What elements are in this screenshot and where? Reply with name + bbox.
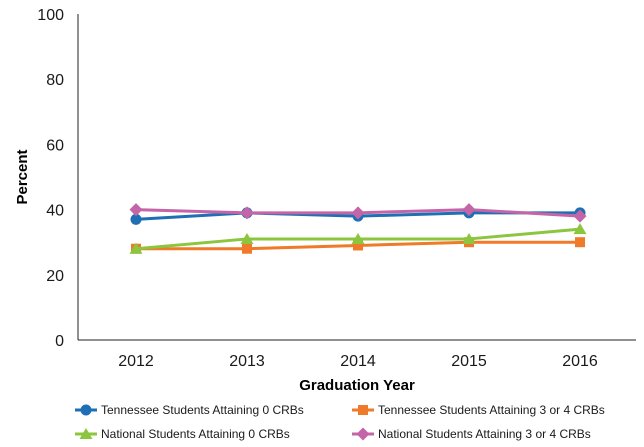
legend-item: National Students Attaining 3 or 4 CRBs — [352, 427, 591, 441]
axes — [77, 14, 636, 341]
legend: Tennessee Students Attaining 0 CRBs Tenne… — [75, 403, 605, 441]
y-axis-title: Percent — [14, 149, 31, 204]
legend-label: National Students Attaining 3 or 4 CRBs — [378, 427, 591, 441]
data-point — [130, 213, 142, 225]
legend-label: National Students Attaining 0 CRBs — [101, 427, 290, 441]
data-point — [575, 237, 585, 248]
data-point — [242, 243, 252, 254]
series-layer — [129, 203, 587, 254]
legend-marker — [79, 428, 93, 439]
legend-label: Tennessee Students Attaining 0 CRBs — [101, 403, 304, 417]
data-point — [240, 206, 254, 220]
data-point — [129, 242, 143, 254]
y-tick-labels: 0 20 40 60 80 100 — [37, 7, 64, 350]
x-tick-label: 2014 — [340, 353, 376, 370]
y-tick-label: 100 — [37, 7, 64, 24]
x-tick-label: 2015 — [451, 353, 487, 370]
legend-marker — [358, 405, 368, 415]
legend-item: Tennessee Students Attaining 0 CRBs — [75, 403, 304, 417]
y-tick-label: 0 — [55, 333, 64, 350]
legend-marker — [80, 404, 92, 416]
legend-label: Tennessee Students Attaining 3 or 4 CRBs — [378, 403, 605, 417]
data-point — [353, 240, 363, 251]
y-tick-label: 60 — [46, 137, 64, 154]
y-tick-label: 40 — [46, 203, 64, 220]
x-tick-labels: 2012 2013 2014 2015 2016 — [118, 353, 598, 370]
data-point — [462, 203, 476, 217]
x-tick-label: 2013 — [229, 353, 265, 370]
data-point — [351, 206, 365, 220]
legend-marker — [356, 427, 370, 441]
y-tick-label: 80 — [46, 72, 64, 89]
x-axis-title: Graduation Year — [299, 377, 415, 394]
legend-item: Tennessee Students Attaining 3 or 4 CRBs — [352, 403, 605, 417]
legend-item: National Students Attaining 0 CRBs — [75, 427, 290, 441]
series-3 — [129, 223, 587, 254]
series-4 — [129, 203, 587, 223]
data-point — [351, 232, 365, 244]
x-tick-label: 2012 — [118, 353, 154, 370]
x-tick-label: 2016 — [562, 353, 598, 370]
data-point — [573, 223, 587, 235]
y-tick-label: 20 — [46, 268, 64, 285]
data-point — [573, 209, 587, 223]
data-point — [129, 203, 143, 217]
data-point — [462, 232, 476, 244]
data-point — [240, 232, 254, 244]
